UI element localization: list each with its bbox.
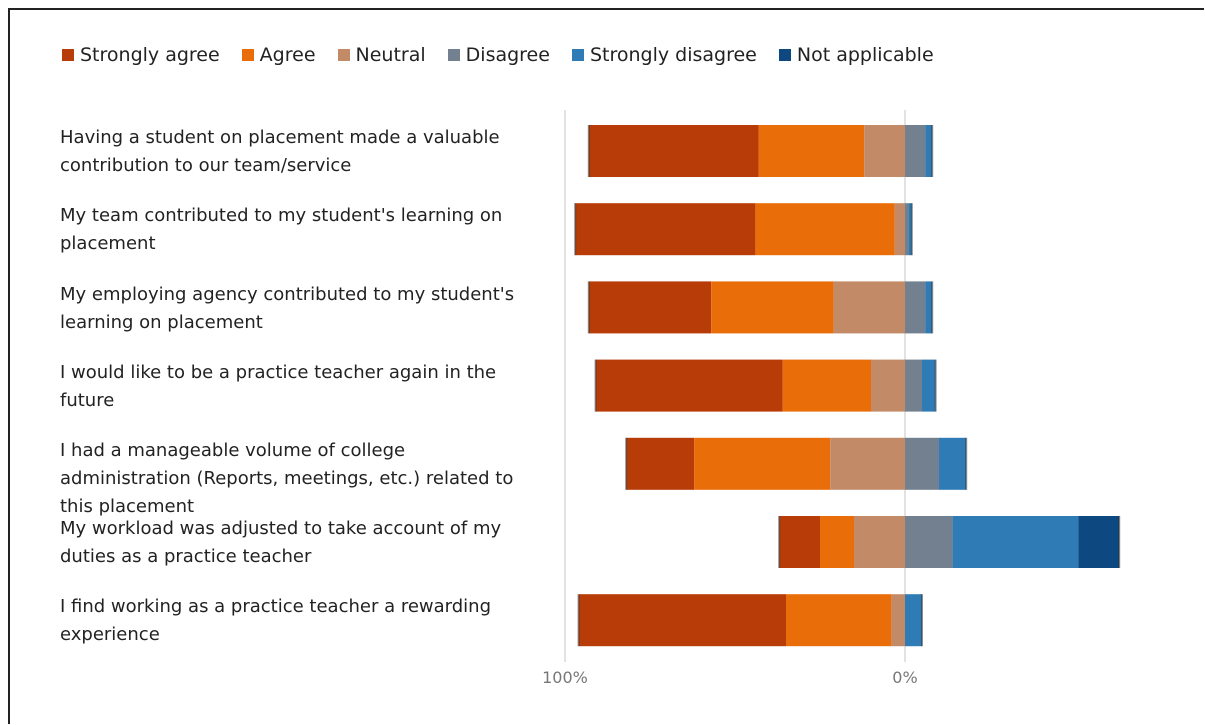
bar-segment (864, 125, 905, 177)
x-tick-label: 0% (892, 668, 917, 687)
bar-segment (894, 203, 905, 256)
bar-segment (854, 516, 905, 568)
legend-item-agree: Agree (241, 44, 316, 66)
bar-edge (921, 594, 923, 647)
bar-segment (779, 516, 820, 568)
category-label: My workload was adjusted to take account… (60, 518, 502, 567)
bar-segment (711, 281, 834, 334)
bar-segment (908, 203, 912, 256)
bar-edge (910, 203, 913, 256)
category-label: I find working as a practice teacher a r… (60, 596, 492, 645)
bar-segment (891, 594, 905, 647)
legend-item-disagree: Disagree (447, 44, 550, 66)
legend-label: Disagree (465, 44, 550, 66)
legend-item-neutral: Neutral (337, 44, 426, 66)
bar-segment (694, 437, 831, 490)
bar-edge (931, 125, 934, 177)
legend-swatch (62, 49, 74, 61)
bar-edge (965, 437, 968, 490)
bar-segment (830, 437, 905, 490)
bar-segment (758, 125, 865, 177)
bar-segment (833, 281, 905, 334)
legend-label: Strongly agree (80, 44, 220, 66)
bar-edge (574, 203, 577, 256)
legend-swatch (778, 49, 791, 61)
bar-segment (925, 281, 933, 334)
bar-segment (588, 281, 712, 334)
bar-segment (925, 125, 933, 177)
legend-label: Agree (259, 44, 316, 66)
bar-edge (594, 359, 597, 412)
bar-segment (952, 516, 1079, 568)
legend-label: Not applicable (796, 44, 934, 66)
chart-legend: Strongly agree Agree Neutral Disagree St… (62, 44, 956, 66)
bar-edge (1118, 516, 1121, 568)
legend-item-strongly-disagree: Strongly disagree (571, 44, 757, 66)
legend-swatch (337, 49, 350, 61)
bar-segment (922, 359, 936, 412)
category-label: Having a student on placement made a val… (60, 127, 500, 176)
category-label: I had a manageable volume of college adm… (60, 440, 514, 517)
bar-segment (626, 437, 695, 490)
bar-edge (931, 281, 934, 334)
bar-edge (577, 594, 580, 647)
legend-item-strongly-agree: Strongly agree (62, 44, 220, 66)
bar-segment (820, 516, 854, 568)
bar-segment (939, 437, 967, 490)
bar-segment (905, 203, 909, 256)
bar-segment (905, 125, 926, 177)
bar-segment (905, 594, 922, 647)
x-tick-label: 100% (542, 668, 588, 687)
bar-segment (575, 203, 756, 256)
bar-segment (755, 203, 895, 256)
legend-label: Strongly disagree (589, 44, 757, 66)
legend-label: Neutral (355, 44, 426, 66)
category-label: My team contributed to my student's lear… (60, 205, 503, 254)
legend-swatch (241, 49, 254, 61)
bar-segment (588, 125, 759, 177)
bar-segment (905, 516, 953, 568)
legend-swatch (447, 49, 460, 61)
bar-edge (587, 281, 590, 334)
bar-segment (786, 594, 892, 647)
bar-edge (934, 359, 937, 412)
bar-segment (871, 359, 905, 412)
bar-segment (905, 281, 926, 334)
legend-item-not-applicable: Not applicable (778, 44, 934, 66)
bar-segment (782, 359, 871, 412)
legend-swatch (571, 49, 584, 61)
bar-edge (625, 437, 628, 490)
bar-segment (1078, 516, 1120, 568)
bar-segment (905, 359, 922, 412)
bar-segment (595, 359, 783, 412)
bar-segment (578, 594, 786, 647)
category-label: I would like to be a practice teacher ag… (60, 362, 497, 411)
bar-edge (778, 516, 781, 568)
bar-segment (905, 437, 939, 490)
category-label: My employing agency contributed to my st… (60, 284, 515, 333)
bar-edge (587, 125, 590, 177)
